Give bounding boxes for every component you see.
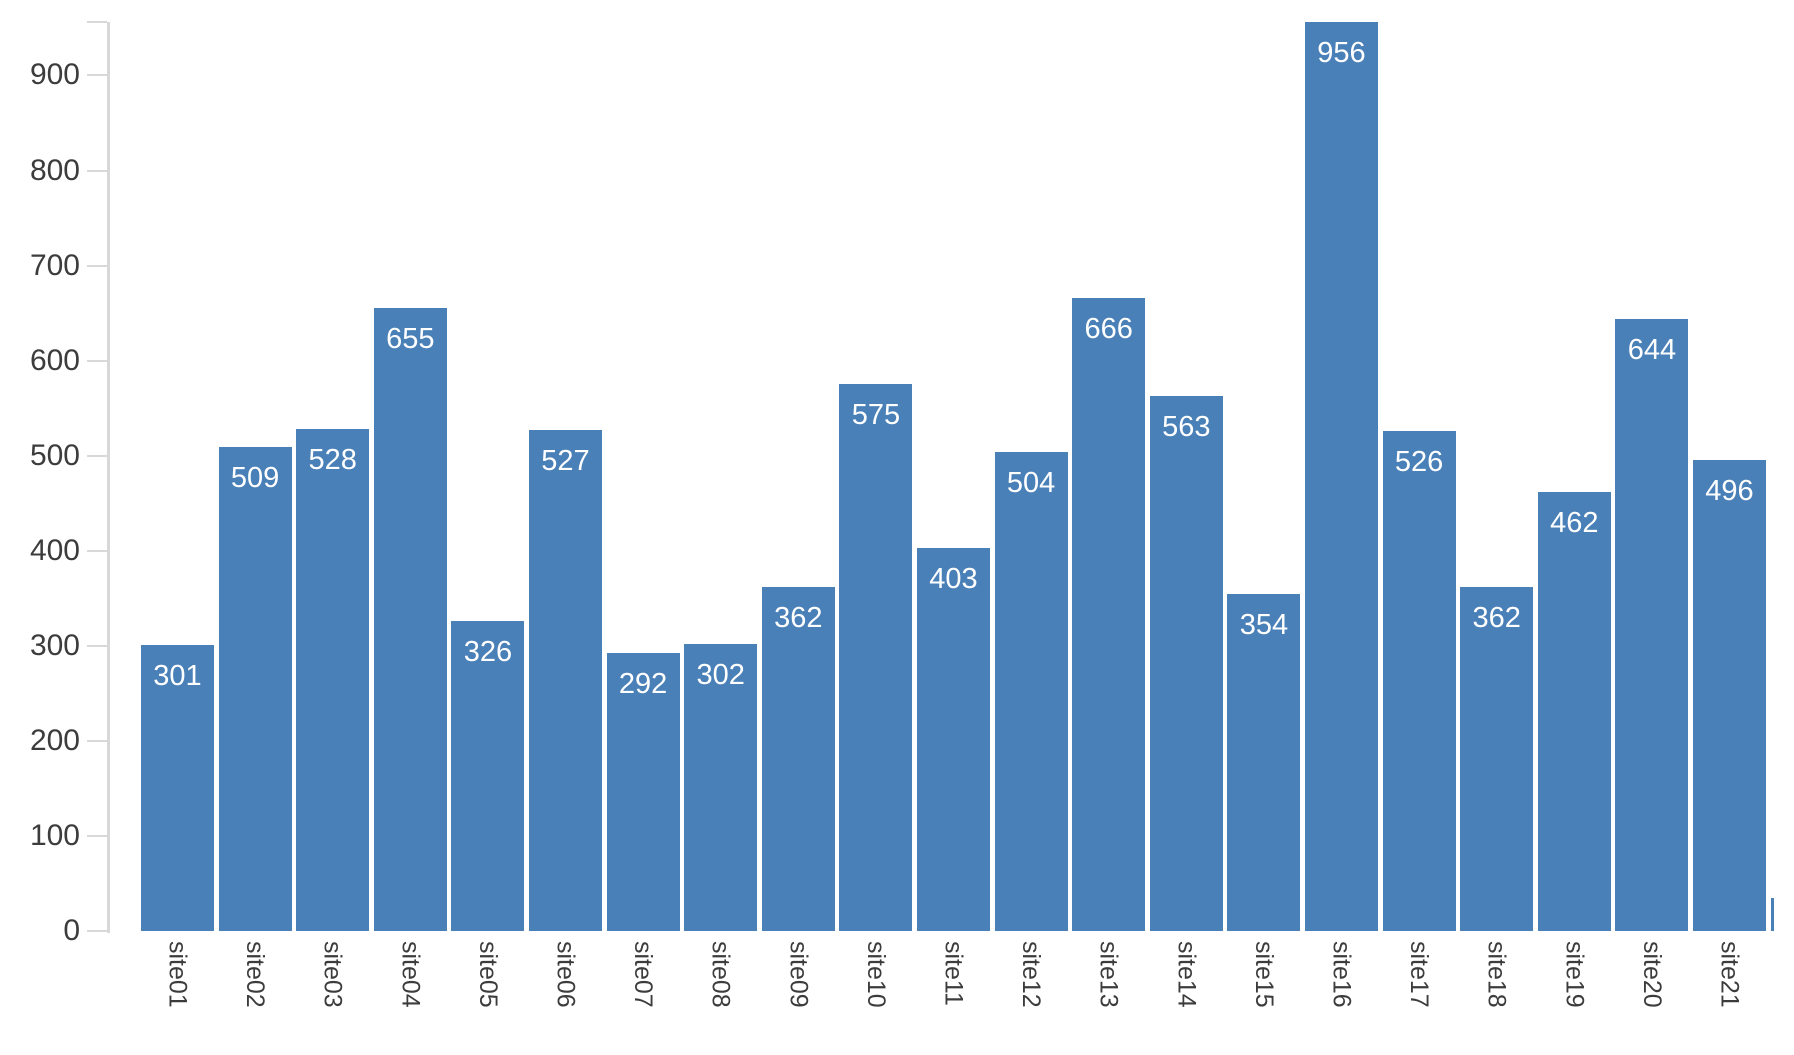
y-axis-tick — [87, 264, 107, 267]
bar-site19[interactable]: 462 — [1537, 492, 1611, 931]
y-tick-label-700: 700 — [29, 248, 80, 282]
bar-site17[interactable]: 526 — [1382, 431, 1456, 931]
x-tick-label-site21: site21 — [1715, 941, 1744, 1008]
bar-value-label: 496 — [1705, 475, 1754, 507]
y-tick-label-0: 0 — [63, 914, 80, 947]
y-axis-endcap — [87, 21, 107, 23]
bar-site01[interactable]: 301 — [141, 645, 214, 931]
x-tick-label-site06: site06 — [551, 941, 580, 1008]
x-tick-label-site03: site03 — [318, 941, 347, 1008]
plot-area: 301 509 528 655 326 527 292 302 362 575 403 504 666 5… — [110, 0, 1774, 933]
y-tick-label-500: 500 — [29, 438, 80, 472]
bar-site15[interactable]: 354 — [1227, 594, 1301, 931]
y-tick-label-900: 900 — [29, 58, 80, 92]
y-axis-tick — [87, 74, 107, 77]
bar-site21[interactable]: 496 — [1693, 460, 1766, 931]
bar-value-label: 403 — [929, 563, 978, 595]
bar-value-label: 462 — [1550, 507, 1599, 539]
bar-clipped-partial[interactable] — [1770, 898, 1774, 931]
bar-value-label: 354 — [1239, 609, 1289, 641]
bar-site03[interactable]: 528 — [296, 429, 370, 931]
bar-value-label: 504 — [1006, 467, 1056, 499]
x-tick-label-site17: site17 — [1405, 941, 1434, 1008]
bar-site05[interactable]: 326 — [451, 621, 525, 931]
x-tick-label-site18: site18 — [1482, 941, 1511, 1008]
bar-site06[interactable]: 527 — [529, 430, 602, 931]
bar-site07[interactable]: 292 — [606, 653, 680, 931]
bar-site18[interactable]: 362 — [1460, 587, 1534, 931]
bar-site16[interactable]: 956 — [1305, 22, 1378, 931]
bar-value-label: 302 — [696, 659, 745, 691]
bar-value-label: 575 — [851, 399, 901, 431]
x-tick-label-site07: site07 — [629, 941, 658, 1008]
x-tick-label-site20: site20 — [1637, 941, 1666, 1008]
bar-site13[interactable]: 666 — [1072, 298, 1146, 931]
x-tick-label-site11: site11 — [939, 941, 968, 1006]
bar-value-label: 301 — [153, 660, 202, 692]
x-tick-label-site10: site10 — [861, 941, 890, 1008]
x-tick-label-site16: site16 — [1327, 941, 1356, 1008]
bar-value-label: 956 — [1317, 37, 1366, 69]
y-axis-tick — [87, 454, 107, 457]
x-tick-label-site15: site15 — [1249, 941, 1278, 1008]
x-tick-label-site09: site09 — [784, 941, 813, 1008]
bar-value-label: 362 — [774, 602, 823, 634]
y-tick-label-300: 300 — [29, 628, 80, 662]
y-axis-tick — [87, 549, 107, 552]
y-axis-tick — [87, 169, 107, 172]
x-tick-label-site02: site02 — [241, 941, 270, 1008]
bar-value-label: 644 — [1627, 334, 1677, 366]
x-tick-label-site13: site13 — [1094, 941, 1123, 1008]
y-axis-tick — [87, 644, 107, 647]
y-axis-tick — [87, 834, 107, 837]
bar-value-label: 509 — [230, 462, 280, 494]
y-tick-label-100: 100 — [29, 818, 80, 852]
bar-site09[interactable]: 362 — [761, 587, 835, 931]
x-tick-label-site08: site08 — [706, 941, 735, 1008]
bar-value-label: 326 — [463, 636, 513, 668]
bar-site02[interactable]: 509 — [218, 447, 292, 931]
x-tick-label-site12: site12 — [1017, 941, 1046, 1008]
y-tick-label-600: 600 — [29, 343, 80, 377]
bar-site14[interactable]: 563 — [1149, 396, 1223, 931]
y-axis-tick — [87, 930, 107, 932]
x-tick-label-site05: site05 — [473, 941, 502, 1008]
x-tick-label-site19: site19 — [1560, 941, 1589, 1008]
bar-site12[interactable]: 504 — [994, 452, 1068, 931]
bar-site04[interactable]: 655 — [373, 308, 447, 931]
bar-value-label: 563 — [1162, 411, 1211, 443]
bar-site10[interactable]: 575 — [839, 384, 913, 931]
x-tick-label-site01: site01 — [163, 941, 192, 1008]
y-tick-label-800: 800 — [29, 153, 80, 187]
y-axis-tick — [87, 359, 107, 362]
bar-site08[interactable]: 302 — [684, 644, 758, 931]
bar-value-label: 655 — [386, 323, 435, 355]
bar-value-label: 526 — [1394, 446, 1444, 478]
y-axis-line — [107, 22, 110, 933]
x-tick-label-site14: site14 — [1172, 941, 1201, 1008]
x-tick-label-site04: site04 — [396, 941, 425, 1008]
bar-value-label: 527 — [541, 445, 590, 477]
bar-site20[interactable]: 644 — [1615, 319, 1689, 931]
y-axis-tick — [87, 739, 107, 742]
bar-value-label: 528 — [308, 444, 357, 476]
bar-value-label: 666 — [1084, 313, 1133, 345]
bar-value-label: 362 — [1472, 602, 1521, 634]
y-tick-label-400: 400 — [29, 533, 80, 567]
bar-site11[interactable]: 403 — [917, 548, 990, 931]
y-tick-label-200: 200 — [29, 723, 80, 757]
bar-value-label: 292 — [618, 668, 668, 700]
